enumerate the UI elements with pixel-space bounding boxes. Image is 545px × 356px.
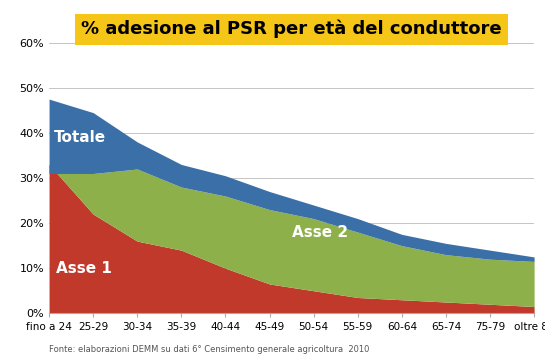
Text: Totale: Totale <box>53 130 106 145</box>
Title: % adesione al PSR per età del conduttore: % adesione al PSR per età del conduttore <box>81 20 502 38</box>
Text: Asse 1: Asse 1 <box>56 261 112 276</box>
Text: Asse 2: Asse 2 <box>292 225 348 240</box>
Text: Fonte: elaborazioni DEMM su dati 6° Censimento generale agricoltura  2010: Fonte: elaborazioni DEMM su dati 6° Cens… <box>49 345 370 355</box>
